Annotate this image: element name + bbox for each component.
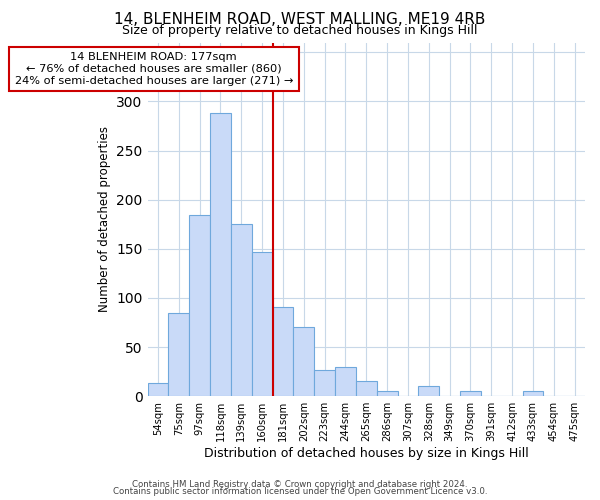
Bar — [189, 216, 210, 396]
Bar — [356, 382, 377, 396]
Bar — [272, 307, 293, 396]
Bar — [231, 224, 252, 396]
Y-axis label: Number of detached properties: Number of detached properties — [98, 126, 111, 312]
Bar — [377, 392, 398, 396]
Text: 14 BLENHEIM ROAD: 177sqm
← 76% of detached houses are smaller (860)
24% of semi-: 14 BLENHEIM ROAD: 177sqm ← 76% of detach… — [14, 52, 293, 86]
Bar — [148, 384, 169, 396]
Bar — [418, 386, 439, 396]
Bar — [460, 392, 481, 396]
Text: Contains HM Land Registry data © Crown copyright and database right 2024.: Contains HM Land Registry data © Crown c… — [132, 480, 468, 489]
Bar — [252, 252, 272, 396]
Bar — [314, 370, 335, 396]
Text: Contains public sector information licensed under the Open Government Licence v3: Contains public sector information licen… — [113, 488, 487, 496]
Bar — [523, 392, 544, 396]
Text: Size of property relative to detached houses in Kings Hill: Size of property relative to detached ho… — [122, 24, 478, 37]
Bar — [169, 312, 189, 396]
X-axis label: Distribution of detached houses by size in Kings Hill: Distribution of detached houses by size … — [204, 447, 529, 460]
Bar — [335, 366, 356, 396]
Bar — [210, 113, 231, 396]
Bar — [293, 328, 314, 396]
Text: 14, BLENHEIM ROAD, WEST MALLING, ME19 4RB: 14, BLENHEIM ROAD, WEST MALLING, ME19 4R… — [115, 12, 485, 28]
